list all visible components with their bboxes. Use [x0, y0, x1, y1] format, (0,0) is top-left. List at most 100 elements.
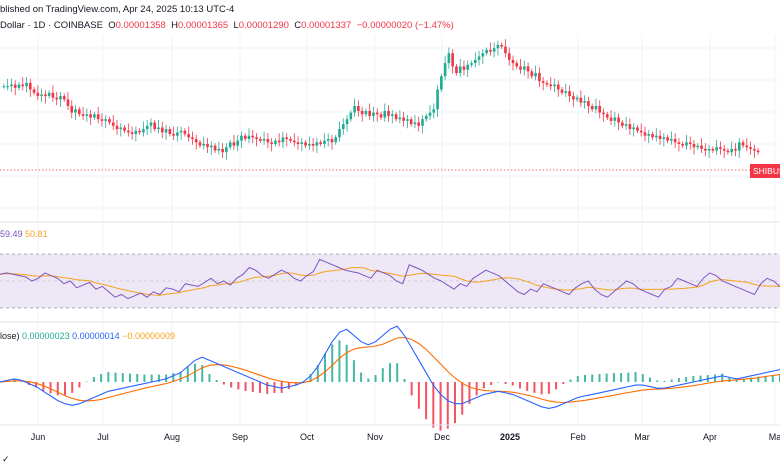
- candle-body: [515, 63, 519, 67]
- candle-body: [492, 48, 496, 52]
- grid-lines: [0, 35, 780, 425]
- macd-hist-bar: [56, 382, 59, 396]
- candle-body: [100, 119, 104, 121]
- rsi-ma-value: 50.81: [25, 229, 48, 239]
- macd-legend: lose) 0.00000023 0.00000014 −0.00000009: [0, 331, 175, 341]
- candle-body: [266, 139, 270, 143]
- macd-signal-line: [0, 336, 780, 404]
- macd-hist-bar: [620, 373, 623, 382]
- candle-body: [157, 127, 160, 130]
- candle-body: [21, 84, 25, 87]
- macd-hist-bar: [259, 382, 261, 393]
- candle-body: [74, 109, 77, 113]
- macd-hist-bar: [172, 373, 175, 382]
- candle-body: [703, 148, 707, 151]
- candle-body: [372, 112, 375, 116]
- candle-body: [168, 129, 172, 135]
- candle-body: [428, 112, 432, 116]
- close-label: C: [294, 20, 302, 31]
- x-tick-label: Jul: [97, 432, 109, 442]
- macd-line: [0, 325, 780, 409]
- candle-body: [127, 130, 130, 133]
- macd-hist-bar: [569, 379, 572, 382]
- candle-body: [489, 49, 492, 52]
- candle-body: [225, 147, 228, 153]
- macd-hist-bar: [309, 374, 312, 382]
- candle-body: [138, 130, 141, 133]
- x-tick-label: Feb: [570, 432, 586, 442]
- candle-body: [500, 44, 503, 47]
- macd-hist-bar: [468, 382, 471, 404]
- macd-hist-bar: [71, 382, 74, 393]
- candle-body: [583, 101, 586, 103]
- candle-body: [424, 115, 428, 120]
- macd-hist-bar: [165, 374, 168, 382]
- candle-body: [345, 119, 349, 125]
- rsi-line: [0, 258, 780, 300]
- macd-hist-bar: [526, 382, 529, 391]
- macd-signal-value: −0.00000009: [122, 331, 175, 341]
- candle-body: [726, 150, 730, 153]
- candle-body: [13, 84, 17, 88]
- macd-hist-bar: [194, 363, 196, 382]
- macd-hist-bar: [136, 374, 139, 382]
- candle-body: [519, 66, 522, 70]
- candle-body: [28, 82, 32, 90]
- candle-body: [654, 135, 658, 138]
- candle-body: [658, 135, 662, 139]
- price-tag[interactable]: SHIBUSD: [750, 164, 780, 178]
- candle-body: [364, 110, 368, 115]
- candle-body: [262, 139, 266, 141]
- macd-hist-bar: [338, 340, 341, 382]
- candle-body: [530, 71, 534, 77]
- candle-body: [711, 148, 715, 151]
- close-value: 0.00001337: [301, 20, 352, 31]
- x-tick-label: Aug: [164, 432, 180, 442]
- symbol-label: Dollar · 1D · COINBASE: [0, 20, 103, 31]
- candle-body: [579, 97, 583, 103]
- x-tick-label: Ma: [769, 432, 780, 442]
- candle-body: [700, 145, 703, 149]
- candle-body: [326, 139, 330, 141]
- candle-body: [737, 142, 741, 151]
- macd-hist-bar: [764, 376, 767, 382]
- candle-body: [421, 119, 424, 126]
- candle-body: [277, 140, 281, 143]
- x-tick-label: Sep: [232, 432, 248, 442]
- candle-body: [10, 84, 13, 87]
- candle-body: [587, 101, 590, 106]
- candle-body: [447, 53, 451, 64]
- macd-hist-bar: [129, 373, 131, 382]
- macd-hist-bar: [266, 382, 269, 394]
- candle-body: [564, 91, 568, 93]
- macd-hist-bar: [735, 380, 738, 382]
- macd-hist-bar: [591, 374, 594, 382]
- candle-body: [639, 130, 643, 133]
- candle-body: [481, 53, 485, 57]
- macd-hist-bar: [547, 382, 550, 394]
- candle-body: [556, 84, 560, 90]
- candle-body: [191, 137, 194, 139]
- candle-body: [383, 110, 387, 118]
- candle-body: [2, 86, 6, 88]
- low-label: L: [233, 20, 239, 31]
- candle-body: [62, 96, 66, 100]
- candle-body: [77, 109, 81, 115]
- candle-body: [545, 82, 549, 85]
- macd-hist-bar: [742, 379, 745, 382]
- macd-hist-bar: [157, 374, 160, 382]
- x-tick-label: 2025: [500, 432, 520, 442]
- candle-body: [119, 127, 123, 130]
- candle-body: [677, 142, 681, 144]
- macd-hist-bar: [750, 377, 753, 382]
- macd-hist-bar: [186, 367, 189, 382]
- candle-body: [194, 139, 198, 143]
- candle-body: [47, 92, 51, 97]
- candle-body: [719, 147, 722, 149]
- macd-hist-bar: [663, 381, 666, 382]
- candle-body: [209, 145, 213, 148]
- candle-body: [609, 117, 613, 121]
- macd-hist-bar: [64, 382, 66, 395]
- macd-hist-bar: [201, 365, 204, 382]
